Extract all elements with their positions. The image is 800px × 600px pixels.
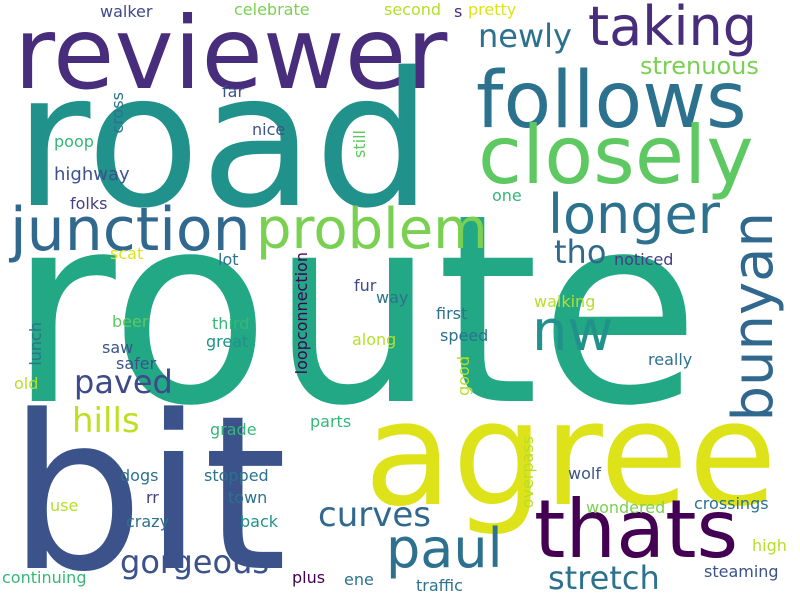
word-lot: lot: [218, 250, 239, 269]
word-still: still: [350, 130, 369, 158]
word-strenuous: strenuous: [640, 52, 759, 80]
word-rr: rr: [146, 488, 159, 507]
word-first: first: [436, 304, 468, 323]
word-stretch: stretch: [548, 559, 660, 597]
word-way: way: [376, 288, 409, 307]
word-problem: problem: [256, 197, 488, 262]
word-s: s: [454, 2, 463, 21]
word-celebrate: celebrate: [234, 0, 310, 19]
word-bit: bit: [8, 370, 288, 600]
word-plus: plus: [292, 568, 326, 587]
word-along: along: [352, 330, 397, 349]
word-noticed: noticed: [614, 250, 674, 269]
word-curves: curves: [318, 495, 431, 535]
word-old: old: [14, 374, 39, 393]
word-great: great: [206, 332, 249, 351]
word-one: one: [492, 186, 522, 205]
word-second: second: [384, 0, 442, 19]
word-dogs: dogs: [120, 466, 159, 485]
word-agree: agree: [364, 370, 777, 538]
word-scat: scat: [110, 244, 144, 263]
word-town: town: [228, 488, 268, 507]
word-nw: nw: [532, 299, 614, 364]
word-continuing: continuing: [2, 568, 87, 587]
word-longer: longer: [548, 183, 720, 246]
word-route: route: [8, 158, 701, 463]
word-walking: walking: [534, 292, 596, 311]
word-use: use: [50, 496, 79, 515]
word-saw: saw: [102, 338, 134, 357]
word-loopconnection: loopconnection: [292, 252, 311, 375]
word-paved: paved: [74, 363, 173, 401]
word-third: third: [212, 314, 250, 333]
word-highway: highway: [54, 164, 130, 185]
word-crossings: crossings: [694, 494, 769, 513]
word-fur: fur: [354, 276, 377, 295]
word-poop: poop: [54, 132, 94, 151]
word-walker: walker: [100, 2, 153, 21]
word-wondered: wondered: [586, 498, 666, 517]
word-overpass: overpass: [518, 436, 537, 509]
word-speed: speed: [440, 326, 489, 345]
word-stopped: stopped: [204, 466, 269, 485]
word-high: high: [752, 536, 787, 555]
word-closely: closely: [478, 109, 754, 202]
word-road: road: [14, 32, 433, 249]
word-hills: hills: [72, 401, 140, 441]
word-follows: follows: [476, 56, 747, 146]
word-junction: junction: [10, 195, 251, 265]
word-nice: nice: [252, 120, 286, 139]
word-ene: ene: [344, 570, 374, 589]
word-lunch: lunch: [26, 322, 45, 366]
word-traffic: traffic: [416, 576, 463, 595]
word-beer: beer: [112, 312, 149, 331]
word-safer: safer: [116, 354, 157, 373]
word-back: back: [240, 512, 279, 531]
word-pretty: pretty: [468, 0, 517, 19]
word-far: far: [222, 82, 245, 101]
word-cross: cross: [108, 92, 127, 134]
word-wolf: wolf: [568, 464, 601, 483]
word-thats: thats: [534, 483, 739, 576]
word-parts: parts: [310, 412, 352, 431]
word-paul: paul: [386, 517, 503, 580]
word-taking: taking: [588, 0, 758, 58]
word-steaming: steaming: [704, 562, 779, 581]
word-really: really: [648, 350, 693, 369]
word-grade: grade: [210, 420, 257, 439]
word-newly: newly: [478, 17, 572, 55]
word-bunyan: bunyan: [721, 212, 786, 422]
word-folks: folks: [70, 194, 108, 213]
word-reviewer: reviewer: [14, 0, 448, 112]
word-crazy: crazy: [126, 512, 170, 531]
word-tho: tho: [554, 233, 607, 271]
word-gorgeous: gorgeous: [120, 543, 270, 581]
word-good: good: [454, 356, 473, 396]
